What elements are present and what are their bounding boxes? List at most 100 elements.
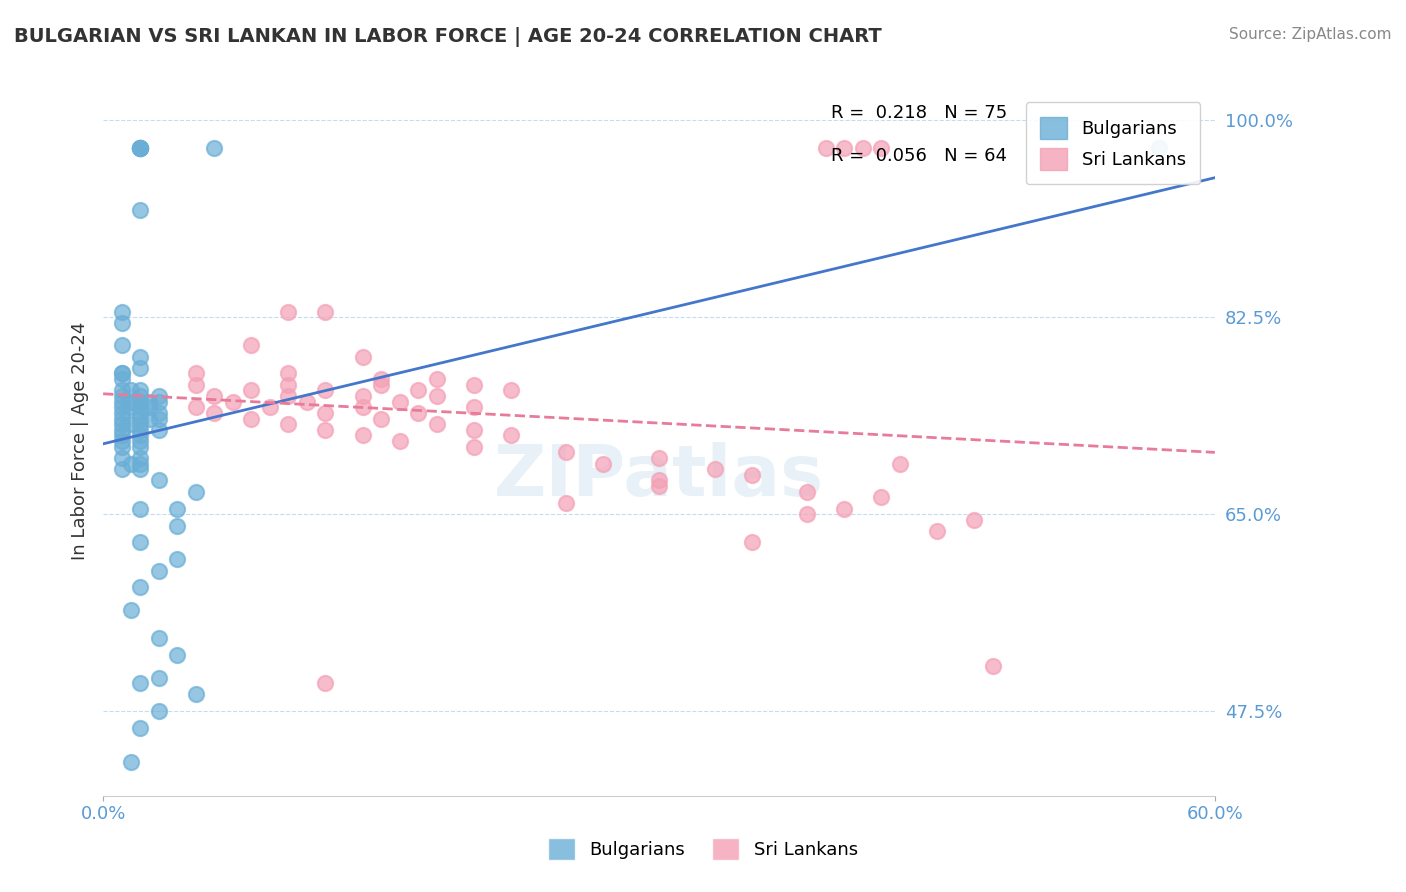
Point (314, 676, 336, 690)
Point (111, 440, 134, 454)
Y-axis label: In Labor Force | Age 20-24: In Labor Force | Age 20-24 (72, 322, 89, 560)
Point (852, 141, 875, 155)
Point (426, 389, 449, 403)
Point (129, 394, 152, 409)
Point (388, 394, 411, 409)
Point (463, 440, 485, 454)
Point (129, 360, 152, 375)
Point (963, 513, 986, 527)
Point (129, 417, 152, 432)
Point (555, 445, 578, 459)
Point (222, 394, 245, 409)
Point (120, 417, 142, 432)
Point (111, 428, 134, 442)
Point (120, 603, 142, 617)
Text: ZIPatlas: ZIPatlas (494, 442, 824, 511)
Point (463, 401, 485, 415)
Point (111, 372, 134, 386)
Point (129, 501, 152, 516)
Point (463, 377, 485, 392)
Point (832, 501, 855, 516)
Point (111, 304, 134, 318)
Point (426, 372, 449, 386)
Point (202, 389, 225, 403)
Point (111, 434, 134, 448)
Point (370, 377, 392, 392)
Point (138, 394, 160, 409)
Point (129, 141, 152, 155)
Point (184, 401, 207, 415)
Point (111, 389, 134, 403)
Point (129, 428, 152, 442)
Point (148, 394, 170, 409)
Point (111, 338, 134, 352)
Point (166, 518, 188, 533)
Point (148, 411, 170, 425)
Point (352, 428, 374, 442)
Point (499, 384, 522, 398)
Point (592, 457, 614, 471)
Point (889, 457, 911, 471)
Legend: Bulgarians, Sri Lankans: Bulgarians, Sri Lankans (1026, 103, 1201, 185)
Point (295, 394, 318, 409)
Point (129, 434, 152, 448)
Point (240, 338, 263, 352)
Point (703, 462, 725, 476)
Point (406, 406, 429, 420)
Point (352, 350, 374, 364)
Point (120, 384, 142, 398)
Text: R =  0.056   N = 64: R = 0.056 N = 64 (831, 147, 1007, 165)
Point (129, 535, 152, 549)
Point (129, 203, 152, 218)
Point (129, 581, 152, 595)
Text: BULGARIAN VS SRI LANKAN IN LABOR FORCE | AGE 20-24 CORRELATION CHART: BULGARIAN VS SRI LANKAN IN LABOR FORCE |… (14, 27, 882, 46)
Point (277, 377, 299, 392)
Text: Source: ZipAtlas.com: Source: ZipAtlas.com (1229, 27, 1392, 42)
Point (111, 450, 134, 465)
Text: R =  0.218   N = 75: R = 0.218 N = 75 (831, 104, 1008, 122)
Point (129, 141, 152, 155)
Point (406, 384, 429, 398)
Point (202, 141, 225, 155)
Point (166, 552, 188, 566)
Point (314, 304, 336, 318)
Point (129, 384, 152, 398)
Point (148, 389, 170, 403)
Point (240, 411, 263, 425)
Point (120, 394, 142, 409)
Point (166, 501, 188, 516)
Point (120, 401, 142, 415)
Point (148, 406, 170, 420)
Point (111, 423, 134, 437)
Point (277, 304, 299, 318)
Point (129, 462, 152, 476)
Point (870, 141, 893, 155)
Point (111, 411, 134, 425)
Point (129, 401, 152, 415)
Point (796, 508, 818, 522)
Point (426, 417, 449, 432)
Point (277, 367, 299, 381)
Point (138, 401, 160, 415)
Point (120, 457, 142, 471)
Point (259, 401, 281, 415)
Point (166, 648, 188, 662)
Point (388, 434, 411, 448)
Point (129, 423, 152, 437)
Point (240, 384, 263, 398)
Point (129, 450, 152, 465)
Point (148, 423, 170, 437)
Point (499, 428, 522, 442)
Point (370, 411, 392, 425)
Point (129, 141, 152, 155)
Point (129, 457, 152, 471)
Point (111, 401, 134, 415)
Point (129, 141, 152, 155)
Point (129, 389, 152, 403)
Point (111, 462, 134, 476)
Point (129, 721, 152, 735)
Point (1149, 141, 1171, 155)
Point (111, 367, 134, 381)
Point (184, 687, 207, 701)
Point (184, 377, 207, 392)
